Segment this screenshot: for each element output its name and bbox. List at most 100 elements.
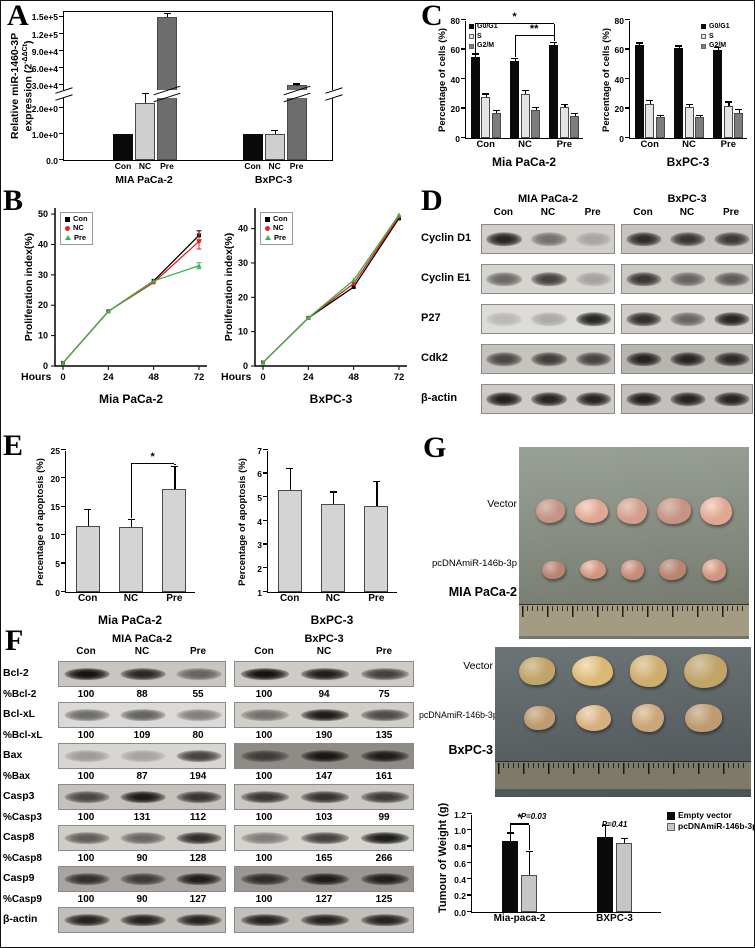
bar xyxy=(674,48,683,138)
bar-Con xyxy=(113,134,133,160)
tumor xyxy=(700,496,732,526)
ruler xyxy=(519,604,749,636)
blot-band xyxy=(714,272,750,286)
error-bar-cap xyxy=(714,46,722,49)
error-bar-cap xyxy=(521,89,529,91)
p-value: P=0.41 xyxy=(601,819,628,829)
chart-title: BxPC-3 xyxy=(310,613,354,627)
error-bar-cap xyxy=(372,480,380,482)
error-bar-cap xyxy=(492,110,500,112)
legend-label: Empty vector xyxy=(678,810,732,820)
pct-value: 100 xyxy=(77,771,95,782)
legend-swatch xyxy=(469,34,474,40)
x-tick-label: Con xyxy=(640,139,659,150)
blot-band xyxy=(361,668,409,680)
y-tick-mark xyxy=(59,49,64,52)
legend-item: pcDNAmiR-146b-3p xyxy=(667,821,754,831)
bar xyxy=(634,45,644,138)
panel-letter-c: C xyxy=(421,0,443,32)
tumor-row xyxy=(503,701,743,735)
y-tick-mark xyxy=(59,107,64,109)
y-tick-mark xyxy=(59,32,64,34)
pct-row-label: %Bcl-2 xyxy=(3,689,37,700)
y-tick-label: 20 xyxy=(50,473,60,484)
col-header: MIA PaCa-2 xyxy=(517,193,579,205)
pct-value: 125 xyxy=(375,894,393,905)
marker-circle xyxy=(351,281,356,286)
blot-row-label: β-actin xyxy=(3,913,38,925)
y-tick-mark xyxy=(467,910,472,912)
y-tick-label: 4 xyxy=(257,516,262,527)
legend-label: NC xyxy=(273,223,284,233)
blot-row-label: β-actin xyxy=(421,392,458,404)
bar-Pre xyxy=(157,16,177,160)
chart-apoptosis-bxpc: 1 2 3 4 5 6 7 Con NC Pre Percentage of apoptosis (… xyxy=(231,437,417,627)
y-axis-label: Proliferation index(%) xyxy=(223,232,235,342)
y-tick-mark xyxy=(467,878,472,880)
pct-value: 100 xyxy=(77,853,95,864)
x-tick-label: 48 xyxy=(148,372,159,383)
y-tick-mark xyxy=(467,829,472,831)
tumor xyxy=(536,499,566,523)
legend-swatch xyxy=(667,811,675,820)
error-bar-cap xyxy=(675,45,682,47)
pct-value: 99 xyxy=(378,812,390,823)
blot-band xyxy=(120,750,166,762)
marker-triangle xyxy=(260,360,266,365)
x-tick-label: Pre xyxy=(166,593,183,604)
error-bar-cap xyxy=(525,851,533,853)
bar-axis-break xyxy=(153,85,181,103)
blot-band xyxy=(301,709,349,721)
y-tick-label: 7 xyxy=(257,445,262,456)
y-tick-label: 0 xyxy=(55,587,60,598)
plot-area: 0.0 0.2 0.4 0.6 0.8 1.0 1.2 Mia-paca-2 BXPC-3 * P=… xyxy=(454,810,661,924)
y-axis-label-line2: expression (2 xyxy=(22,63,35,132)
bar xyxy=(684,107,694,138)
sig-bracket-leg xyxy=(514,36,516,58)
blot-band xyxy=(241,791,289,803)
x-tick-label: Pre xyxy=(289,161,304,171)
error-bar xyxy=(376,481,378,506)
chart-proliferation-bxpc: 0 10 20 30 40 0 24 48 72 Proliferation index(%) Ho… xyxy=(217,196,413,424)
pct-row-label: %Casp8 xyxy=(3,853,42,864)
pct-value: 94 xyxy=(318,689,330,700)
bar xyxy=(75,526,100,592)
marker-triangle xyxy=(151,278,157,283)
y-tick-mark xyxy=(61,477,66,479)
blot-strip xyxy=(58,661,226,687)
blot-band xyxy=(531,392,567,406)
condition-label: pcDNAmiR-146b-3p xyxy=(431,558,517,569)
y-axis-label-close: ) xyxy=(22,40,35,45)
y-tick-label: 1.0e+0 xyxy=(31,129,58,140)
plot-area: 1 2 3 4 5 6 7 Con NC Pre xyxy=(257,446,397,604)
error-bar-cap xyxy=(571,113,579,115)
bar xyxy=(119,526,143,592)
y-tick-mark xyxy=(625,48,630,50)
line-plot: 0 10 20 30 40 0 24 48 72 xyxy=(238,208,407,383)
pct-row-label: %Bax xyxy=(3,771,31,782)
series-line-Pre xyxy=(262,214,400,364)
error-bar xyxy=(678,46,680,49)
sig-bracket-leg xyxy=(131,464,133,519)
pct-value: 194 xyxy=(189,771,207,782)
chart-title: BxPC-3 xyxy=(309,392,353,406)
legend-label: G2/M xyxy=(477,42,495,50)
y-tick-label: 2.0e+0 xyxy=(31,103,58,114)
y-tick-mark xyxy=(461,107,466,109)
y-tick-label: 50 xyxy=(38,209,48,219)
error-bar xyxy=(333,492,335,505)
y-tick-label: 15 xyxy=(50,502,60,513)
tumor-photo-block-mia: Vector pcDNAmiR-146b-3p MIA PaCa-2 xyxy=(419,447,754,641)
pct-value: 128 xyxy=(189,853,207,864)
panel-a: A Relative miR-1460-3P expression (2-ΔΔC… xyxy=(1,1,419,186)
legend-marker-square xyxy=(65,216,70,222)
pct-value: 147 xyxy=(315,771,333,782)
error-bar xyxy=(553,42,556,46)
blot-band xyxy=(531,352,567,366)
tumor-row xyxy=(503,651,743,691)
series-line-Pre xyxy=(62,265,200,364)
bar xyxy=(713,49,723,138)
legend-item: Empty vector xyxy=(667,810,754,820)
cell-line-caption: BxPC-3 xyxy=(448,743,493,757)
tumor-photo xyxy=(519,447,749,639)
